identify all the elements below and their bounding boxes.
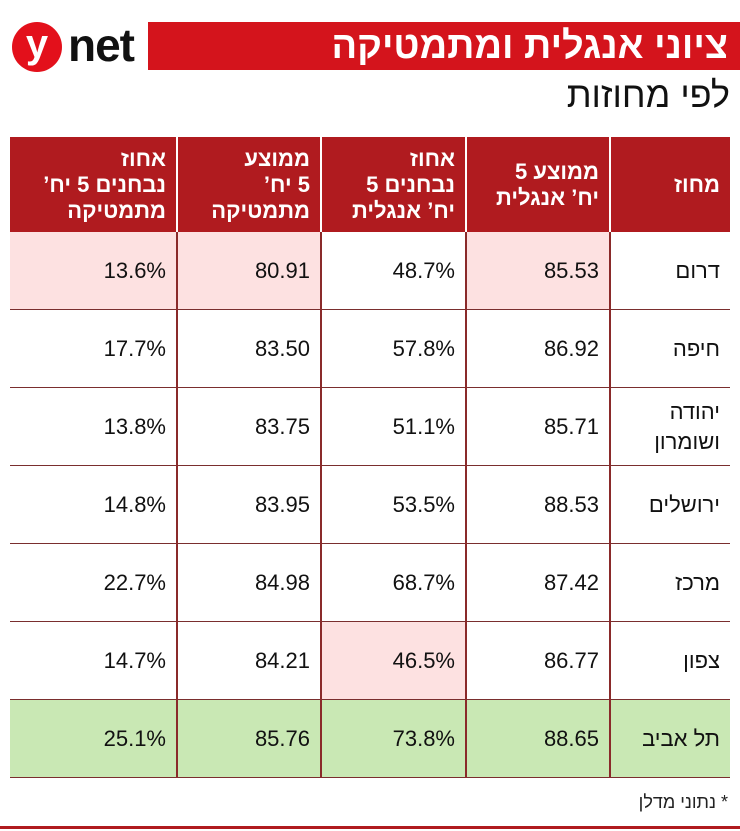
region-cell: תל אביב: [609, 699, 730, 778]
table-row: תל אביב 88.65 73.8% 85.76 25.1%: [10, 699, 730, 778]
table-row: ירושלים 88.53 53.5% 83.95 14.8%: [10, 465, 730, 544]
table-row: מרכז 87.42 68.7% 84.98 22.7%: [10, 543, 730, 622]
value-cell: 68.7%: [320, 543, 466, 622]
bottom-rule: [0, 826, 740, 829]
table-row: יהודה ושומרון 85.71 51.1% 83.75 13.8%: [10, 387, 730, 466]
value-cell: 84.98: [176, 543, 321, 622]
region-cell: דרום: [609, 232, 730, 310]
logo: y net: [12, 19, 142, 72]
value-cell: 57.8%: [320, 309, 466, 388]
value-cell: 25.1%: [10, 699, 177, 778]
footnote: * נתוני מדלן: [638, 792, 728, 812]
value-cell: 14.7%: [10, 621, 177, 700]
column-header: אחוז נבחנים 5 יח’ אנגלית: [320, 137, 466, 232]
table-row: צפון 86.77 46.5% 84.21 14.7%: [10, 621, 730, 700]
data-table: מחוז ממוצע 5 יח’ אנגלית אחוז נבחנים 5 יח’ …: [10, 137, 730, 778]
table-row: חיפה 86.92 57.8% 83.50 17.7%: [10, 309, 730, 388]
value-cell: 86.92: [465, 309, 610, 388]
value-cell: 13.6%: [10, 232, 177, 310]
value-cell: 87.42: [465, 543, 610, 622]
value-cell: 83.95: [176, 465, 321, 544]
value-cell: 48.7%: [320, 232, 466, 310]
column-header: ממוצע 5 יח’ אנגלית: [465, 137, 610, 232]
column-header: מחוז: [609, 137, 730, 232]
value-cell: 17.7%: [10, 309, 177, 388]
region-cell: חיפה: [609, 309, 730, 388]
column-header: ממוצע 5 יח’ מתמטיקה: [176, 137, 321, 232]
value-cell: 88.53: [465, 465, 610, 544]
value-cell: 51.1%: [320, 387, 466, 466]
value-cell: 53.5%: [320, 465, 466, 544]
value-cell: 73.8%: [320, 699, 466, 778]
value-cell: 85.53: [465, 232, 610, 310]
value-cell: 84.21: [176, 621, 321, 700]
value-cell: 85.76: [176, 699, 321, 778]
header-row: מחוז ממוצע 5 יח’ אנגלית אחוז נבחנים 5 יח’ …: [10, 137, 730, 232]
region-cell: צפון: [609, 621, 730, 700]
region-cell: ירושלים: [609, 465, 730, 544]
value-cell: 46.5%: [320, 621, 466, 700]
column-header: אחוז נבחנים 5 יח’ מתמטיקה: [10, 137, 177, 232]
region-cell: מרכז: [609, 543, 730, 622]
logo-mark: y: [12, 22, 62, 72]
value-cell: 85.71: [465, 387, 610, 466]
subtitle: לפי מחוזות: [566, 74, 730, 115]
region-cell: יהודה ושומרון: [609, 387, 730, 466]
value-cell: 22.7%: [10, 543, 177, 622]
value-cell: 88.65: [465, 699, 610, 778]
value-cell: 86.77: [465, 621, 610, 700]
table-body: דרום 85.53 48.7% 80.91 13.6% חיפה 86.92 57.8% 83…: [10, 232, 730, 778]
value-cell: 83.50: [176, 309, 321, 388]
value-cell: 13.8%: [10, 387, 177, 466]
value-cell: 14.8%: [10, 465, 177, 544]
value-cell: 83.75: [176, 387, 321, 466]
logo-text: net: [68, 19, 135, 71]
value-cell: 80.91: [176, 232, 321, 310]
table-row: דרום 85.53 48.7% 80.91 13.6%: [10, 232, 730, 310]
title: ציוני אנגלית ומתמטיקה: [148, 22, 740, 70]
